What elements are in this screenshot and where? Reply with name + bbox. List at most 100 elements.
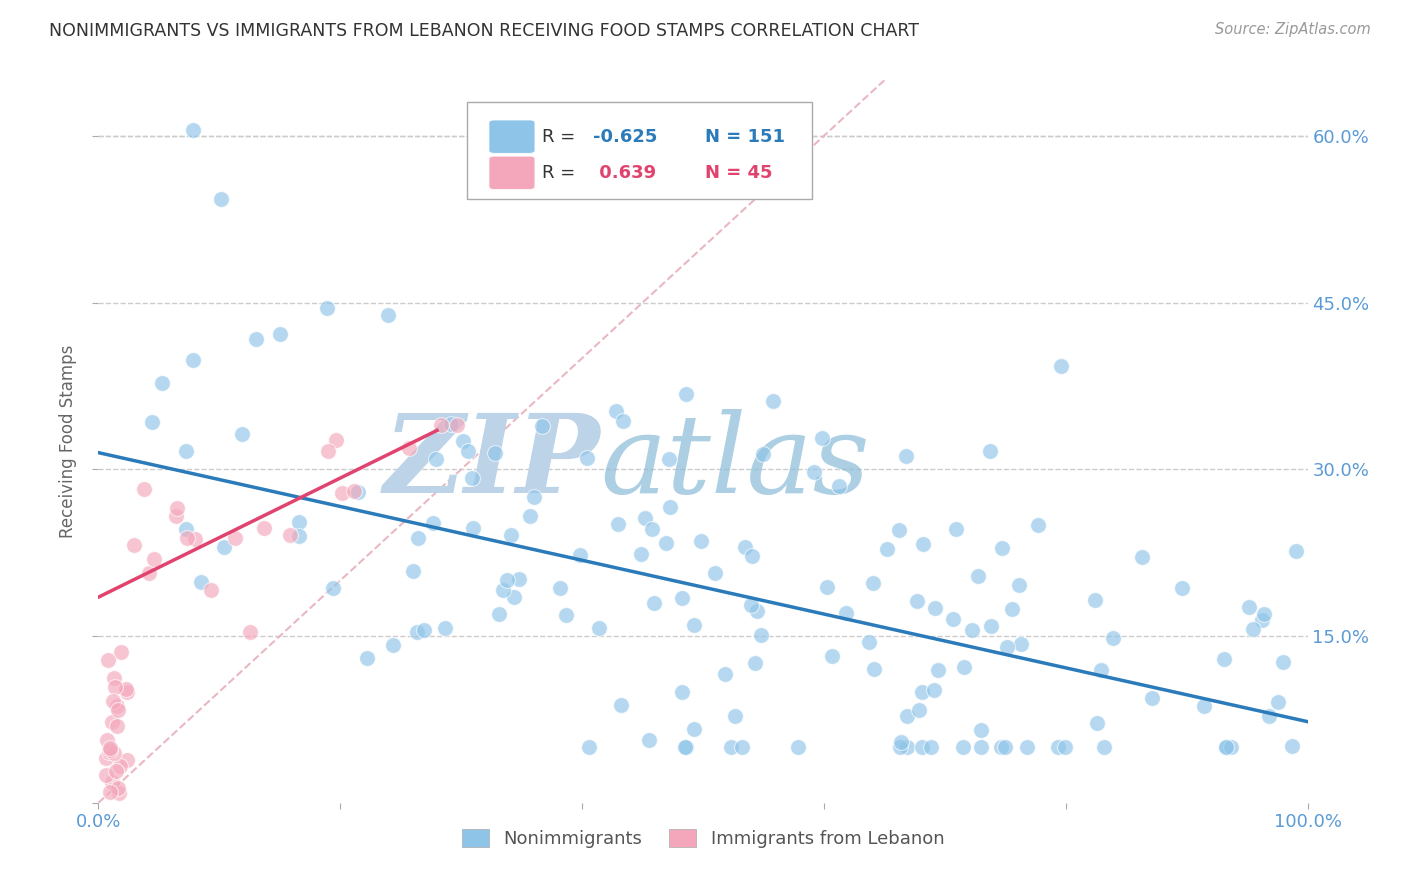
Point (94, 768, 117, 782)
Point (1092, 740, 1115, 755)
Point (720, 740, 742, 755)
Point (907, 703, 929, 717)
Point (703, 566, 725, 580)
Point (316, 444, 339, 458)
FancyBboxPatch shape (489, 156, 534, 189)
Point (288, 515, 311, 529)
Point (1213, 652, 1236, 666)
Point (132, 482, 155, 496)
Point (166, 500, 188, 515)
Point (835, 607, 858, 621)
Point (138, 566, 160, 580)
Point (862, 575, 884, 590)
Point (970, 740, 993, 755)
Point (927, 663, 949, 677)
Text: N = 151: N = 151 (706, 128, 786, 145)
Point (288, 529, 311, 543)
Point (325, 433, 347, 447)
Point (347, 485, 370, 500)
Point (887, 523, 910, 537)
Point (488, 607, 510, 621)
Point (671, 591, 693, 605)
Point (212, 540, 235, 554)
Point (398, 441, 420, 455)
Point (425, 451, 447, 466)
Point (103, 672, 125, 686)
Point (683, 723, 706, 737)
Point (1219, 740, 1241, 755)
Text: N = 45: N = 45 (706, 164, 773, 182)
Point (530, 419, 553, 434)
Point (991, 541, 1014, 555)
Point (911, 685, 934, 699)
Point (555, 607, 578, 622)
Point (744, 656, 766, 670)
Point (101, 694, 124, 708)
Point (911, 740, 934, 755)
Text: R =: R = (543, 128, 581, 145)
Point (100, 741, 122, 756)
Point (550, 581, 572, 595)
Point (1130, 549, 1153, 564)
Point (461, 471, 484, 485)
Point (1171, 581, 1194, 595)
Point (569, 548, 592, 562)
Point (1253, 607, 1275, 622)
Point (356, 651, 378, 665)
Point (107, 719, 129, 733)
Point (330, 486, 353, 500)
Point (377, 308, 399, 322)
Point (107, 786, 129, 800)
Point (105, 764, 128, 778)
Point (107, 780, 129, 795)
Point (253, 521, 276, 535)
Point (1215, 740, 1237, 755)
Point (821, 648, 844, 663)
Point (643, 596, 665, 610)
Point (101, 775, 124, 789)
Point (1101, 632, 1123, 646)
FancyBboxPatch shape (467, 102, 811, 200)
Point (980, 619, 1002, 633)
Point (94, 751, 117, 765)
Point (96, 733, 118, 747)
Point (165, 508, 187, 523)
Legend: Nonimmigrants, Immigrants from Lebanon: Nonimmigrants, Immigrants from Lebanon (454, 822, 952, 855)
Point (406, 531, 429, 545)
Point (682, 617, 704, 632)
Point (491, 582, 513, 597)
Point (1257, 708, 1279, 723)
Point (714, 666, 737, 681)
Point (995, 640, 1018, 654)
Point (103, 746, 125, 760)
Point (1085, 716, 1108, 731)
FancyBboxPatch shape (489, 120, 534, 153)
Point (1090, 663, 1112, 677)
Point (894, 449, 917, 463)
Point (184, 532, 207, 546)
Point (97, 653, 120, 667)
Point (245, 332, 267, 346)
Point (501, 527, 523, 541)
Point (876, 541, 898, 556)
Point (1050, 359, 1073, 373)
Text: NONIMMIGRANTS VS IMMIGRANTS FROM LEBANON RECEIVING FOOD STAMPS CORRELATION CHART: NONIMMIGRANTS VS IMMIGRANTS FROM LEBANON… (49, 22, 920, 40)
Point (673, 740, 696, 755)
Point (382, 638, 405, 652)
Point (675, 387, 697, 401)
Y-axis label: Receiving Food Stamps: Receiving Food Stamps (59, 345, 77, 538)
Point (945, 522, 967, 536)
Point (108, 758, 131, 772)
Point (828, 479, 851, 493)
Point (142, 552, 165, 566)
Point (115, 682, 138, 697)
Point (239, 625, 262, 640)
Point (1047, 740, 1070, 755)
Point (889, 740, 911, 755)
Point (751, 448, 773, 462)
Point (1054, 740, 1077, 755)
Point (606, 516, 628, 531)
Point (176, 532, 198, 546)
Point (446, 417, 468, 432)
Text: ZIP: ZIP (384, 409, 600, 517)
